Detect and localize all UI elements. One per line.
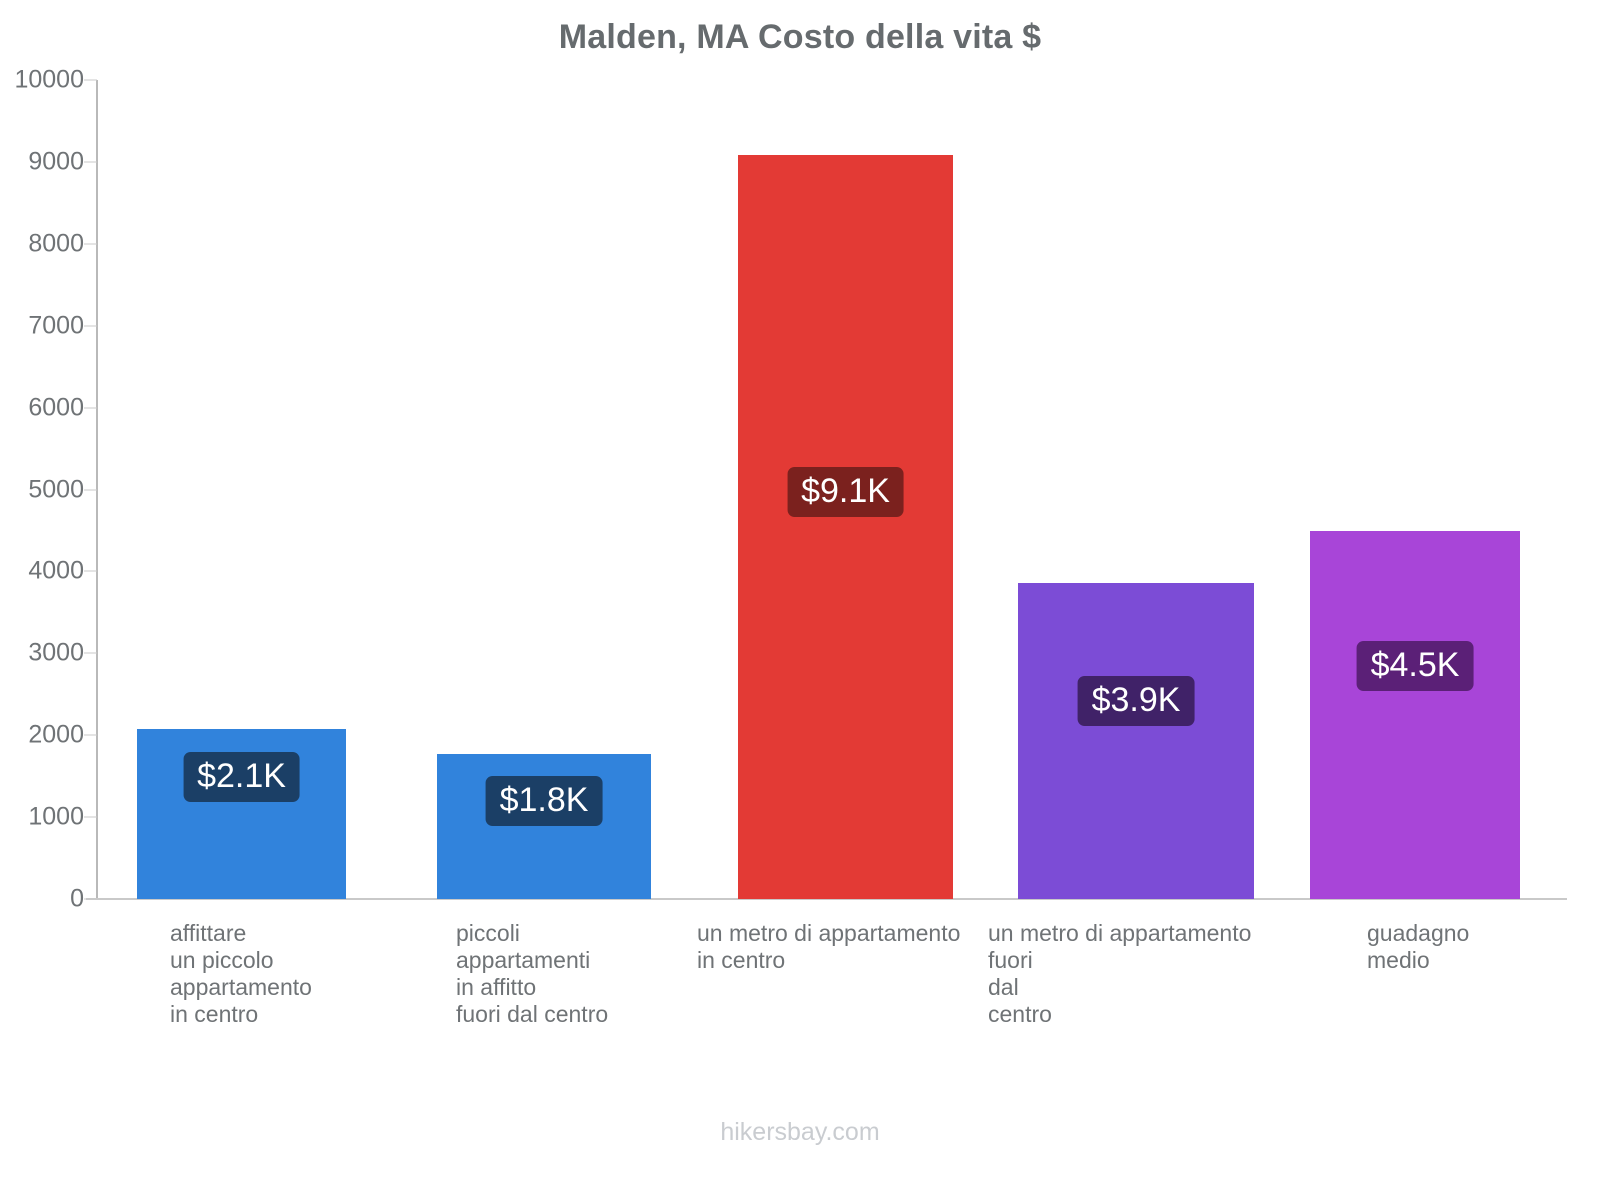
x-category-label: un metro di appartamento fuori dal centr… (988, 920, 1252, 1027)
y-tick-label: 7000 (28, 311, 84, 340)
y-tick-label: 9000 (28, 147, 84, 176)
y-tick-label: 0 (70, 884, 84, 913)
y-tick-label: 10000 (14, 65, 84, 94)
x-category-label: affittare un piccolo appartamento in cen… (170, 920, 312, 1027)
y-tick-label: 5000 (28, 475, 84, 503)
x-category-label: un metro di appartamento in centro (697, 920, 961, 973)
y-tick-label: 1000 (28, 802, 84, 831)
bar[interactable]: $3.9K (1018, 582, 1254, 899)
y-tick-label: 3000 (28, 638, 84, 667)
y-tick-mark (84, 407, 97, 409)
y-tick-mark (84, 79, 97, 81)
bar[interactable]: $2.1K (137, 728, 346, 899)
bar-value-label: $2.1K (183, 751, 300, 802)
x-category-label: guadagno medio (1367, 920, 1470, 973)
plot-area: $2.1K $1.8K $9.1K $3.9K $4.5K (97, 80, 1567, 899)
bar[interactable]: $1.8K (437, 753, 651, 899)
y-tick-mark (84, 243, 97, 245)
x-category-label: piccoli appartamenti in affitto fuori da… (456, 920, 609, 1027)
bar-value-label: $1.8K (485, 775, 603, 826)
bar-value-label: $3.9K (1077, 675, 1195, 726)
bar[interactable]: $9.1K (738, 154, 953, 899)
y-tick-mark (84, 816, 97, 818)
y-tick-mark (84, 652, 97, 654)
y-tick-mark (84, 898, 97, 900)
x-axis-line (86, 898, 1567, 900)
y-tick-mark (84, 734, 97, 736)
bar-value-label: $9.1K (787, 466, 904, 517)
bar[interactable]: $4.5K (1310, 531, 1520, 899)
y-tick-label: 8000 (28, 229, 84, 258)
y-tick-label: 6000 (28, 393, 84, 422)
y-tick-label: 4000 (28, 556, 84, 585)
y-tick-mark (84, 489, 97, 490)
y-tick-mark (84, 161, 97, 163)
page-title: Malden, MA Costo della vita $ (558, 18, 1042, 56)
y-tick-mark (84, 570, 97, 572)
footer-attribution: hikersbay.com (720, 1118, 880, 1146)
bar-value-label: $4.5K (1356, 641, 1474, 692)
y-tick-label: 2000 (28, 720, 84, 749)
y-axis-line (96, 80, 98, 900)
y-tick-mark (84, 325, 97, 327)
